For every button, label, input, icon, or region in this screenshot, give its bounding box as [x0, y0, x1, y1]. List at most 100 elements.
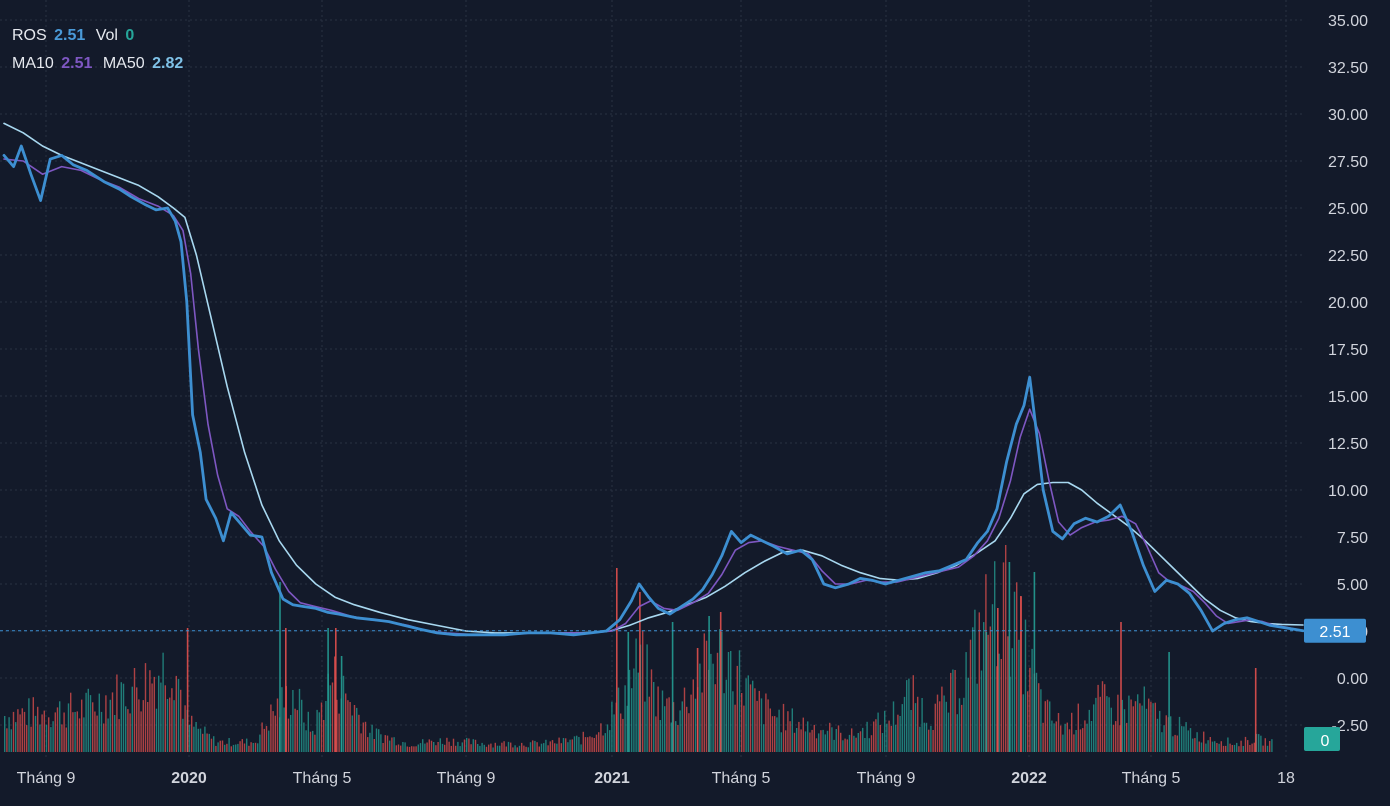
- volume-spike: [279, 582, 281, 752]
- volume-bar: [1112, 724, 1115, 752]
- volume-bar: [987, 634, 989, 752]
- volume-bar: [989, 626, 991, 752]
- x-tick-label: 18: [1277, 770, 1295, 787]
- volume-bar: [529, 742, 532, 752]
- volume-bar: [89, 695, 92, 752]
- volume-bar: [314, 734, 316, 752]
- volume-bar: [1214, 741, 1216, 752]
- volume-bar: [215, 745, 217, 752]
- volume-bar: [32, 697, 34, 752]
- volume-bar: [954, 670, 956, 752]
- volume-bar: [23, 711, 26, 752]
- volume-bar: [917, 696, 919, 752]
- volume-bar: [1035, 672, 1038, 752]
- volume-bar: [397, 744, 400, 752]
- volume-bar: [547, 745, 549, 752]
- volume-bar: [270, 704, 272, 752]
- volume-bar: [1203, 731, 1205, 752]
- volume-bar: [133, 668, 136, 752]
- volume-bar: [1119, 725, 1121, 752]
- volume-bar: [367, 737, 369, 752]
- volume-bar: [261, 722, 263, 752]
- volume-bar: [375, 728, 378, 752]
- volume-bar: [349, 702, 351, 752]
- volume-bar: [301, 699, 303, 752]
- volume-bar: [820, 730, 822, 752]
- volume-spike: [1020, 596, 1022, 752]
- volume-bar: [686, 706, 688, 752]
- volume-bar: [213, 736, 215, 752]
- volume-bar: [241, 739, 243, 752]
- volume-bar: [560, 743, 562, 752]
- volume-bar: [160, 682, 162, 752]
- volume-bar: [1196, 732, 1198, 752]
- volume-bar: [107, 718, 109, 752]
- volume-bar: [950, 672, 952, 752]
- volume-bar: [171, 688, 173, 752]
- volume-bar: [802, 717, 804, 752]
- volume-bar: [996, 666, 998, 752]
- volume-bar: [930, 726, 932, 752]
- volume-bar: [481, 742, 483, 752]
- volume-bar: [1231, 745, 1233, 752]
- price-value: 2.51: [54, 27, 86, 44]
- volume-bar: [677, 724, 679, 752]
- volume-spike: [335, 628, 337, 752]
- volume-bar: [329, 685, 331, 752]
- y-tick-label: 30.00: [1328, 107, 1368, 124]
- volume-bar: [296, 710, 298, 752]
- volume-bar: [393, 737, 395, 752]
- volume-bar: [1084, 720, 1086, 752]
- volume-bar: [626, 705, 628, 752]
- volume-bar: [1152, 703, 1154, 752]
- volume-bar: [787, 711, 789, 752]
- x-tick-label: 2022: [1011, 770, 1047, 787]
- volume-bar: [1172, 736, 1174, 752]
- volume-bar: [604, 733, 606, 752]
- volume-bar: [435, 745, 437, 752]
- volume-bar: [1040, 689, 1042, 752]
- volume-bar: [710, 653, 712, 752]
- volume-bar: [1071, 712, 1073, 752]
- volume-spike: [1008, 562, 1011, 752]
- volume-bar: [1148, 698, 1150, 752]
- volume-bar: [1271, 739, 1273, 752]
- volume-spike: [327, 628, 329, 752]
- volume-bar: [380, 734, 382, 752]
- volume-bar: [463, 739, 466, 752]
- volume-bar: [147, 702, 149, 752]
- volume-bar: [34, 715, 37, 752]
- volume-bar: [1115, 721, 1117, 752]
- volume-bar: [859, 731, 862, 752]
- volume-bar: [103, 723, 105, 752]
- volume-bar: [877, 712, 879, 752]
- ma10-value: 2.51: [61, 55, 93, 72]
- volume-bar: [721, 632, 723, 752]
- ma50-label: MA50: [102, 55, 145, 72]
- volume-bar: [1130, 699, 1132, 752]
- volume-bar: [490, 743, 492, 752]
- volume-bar: [961, 704, 963, 752]
- volume-bar: [941, 686, 943, 752]
- volume-bar: [1104, 684, 1106, 752]
- x-tick-label: 2020: [171, 770, 207, 787]
- volume-bar: [382, 743, 384, 752]
- volume-spike: [639, 592, 641, 752]
- volume-bar: [85, 692, 87, 752]
- volume-bar: [162, 652, 164, 752]
- volume-bar: [1053, 723, 1055, 752]
- volume-spike: [708, 616, 710, 752]
- volume-bar: [239, 741, 241, 752]
- volume-bar: [400, 745, 402, 752]
- y-tick-label: -2.50: [1332, 718, 1369, 735]
- volume-bar: [879, 725, 881, 752]
- volume-bar: [188, 724, 191, 752]
- x-tick-label: Tháng 9: [17, 770, 76, 787]
- volume-bar: [855, 737, 857, 752]
- volume-bar: [52, 721, 54, 752]
- volume-bar: [688, 713, 690, 752]
- volume-bar: [232, 744, 235, 752]
- volume-bar: [237, 743, 239, 752]
